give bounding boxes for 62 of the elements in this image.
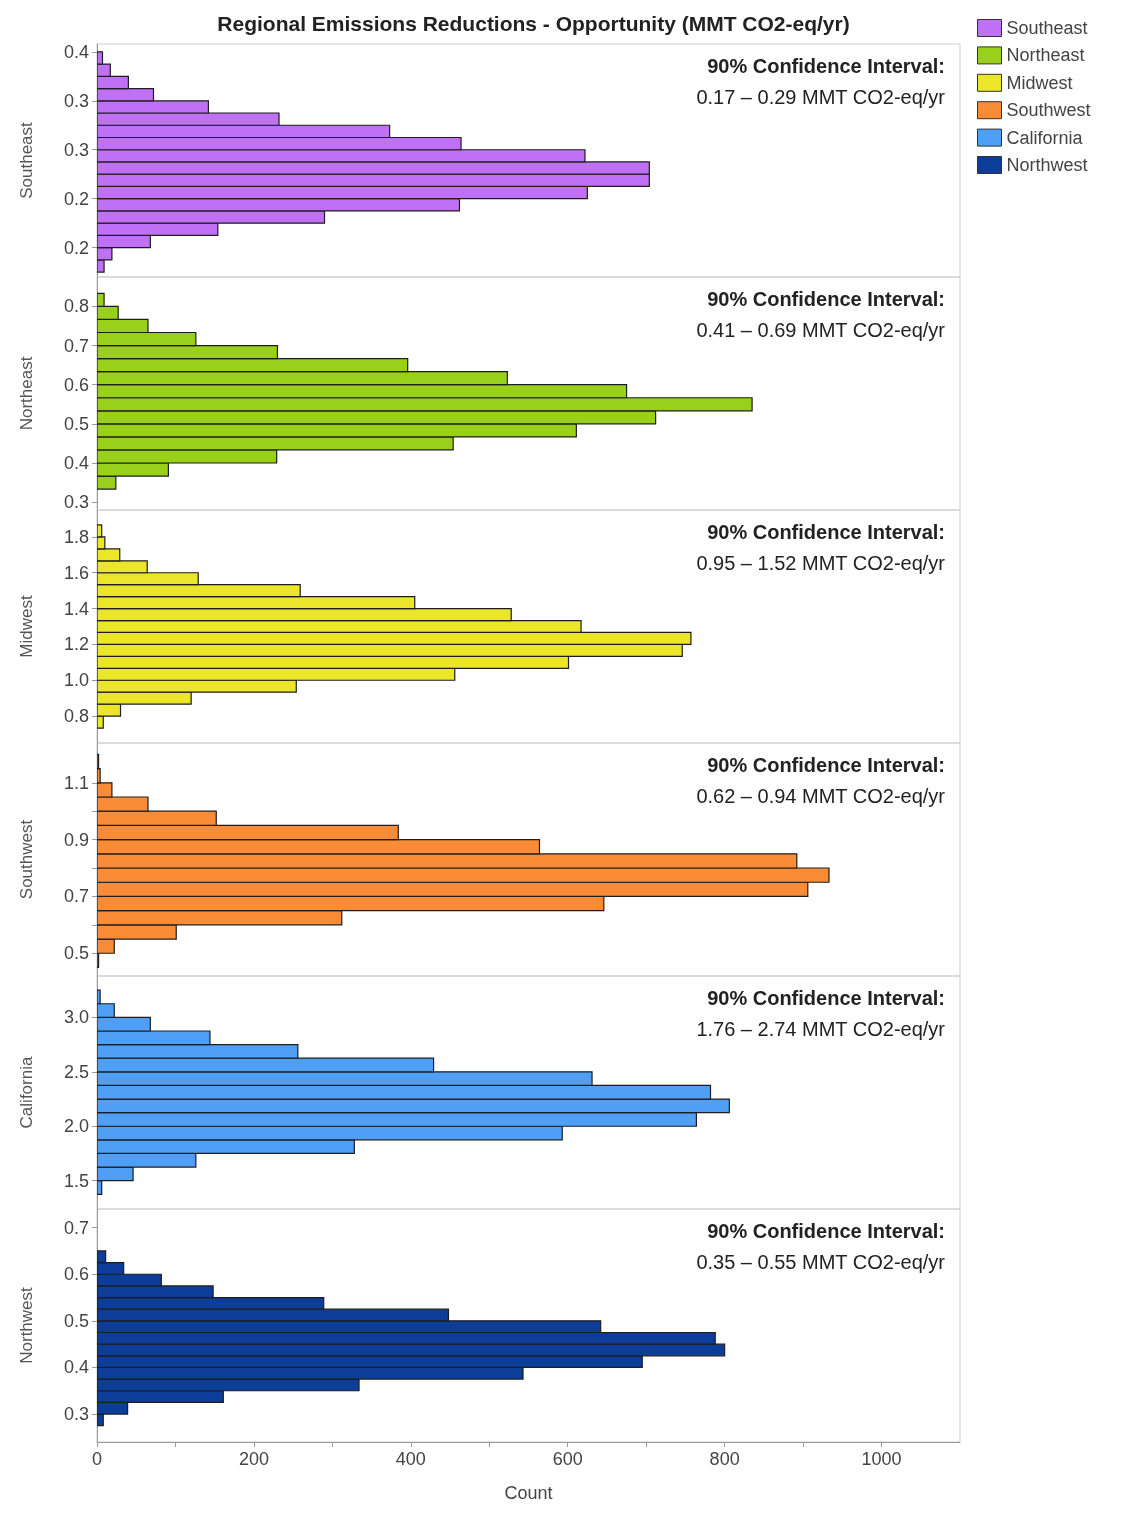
y-tick-label: 1.5: [63, 1170, 89, 1191]
annotation: 90% Confidence Interval:: [707, 521, 945, 543]
y-axis-title: Midwest: [17, 595, 36, 658]
y-axis-title: Southeast: [17, 121, 36, 199]
annotation: 90% Confidence Interval:: [707, 288, 945, 310]
y-tick-label: 0.7: [63, 886, 89, 907]
legend-label: Northeast: [1006, 45, 1085, 66]
annotation: 0.95 – 1.52 MMT CO2-eq/yr: [696, 552, 946, 574]
annotation: 0.35 – 0.55 MMT CO2-eq/yr: [696, 1251, 946, 1273]
annotation: 0.62 – 0.94 MMT CO2-eq/yr: [696, 785, 946, 807]
y-tick-label: 0.4: [63, 453, 89, 474]
y-tick-label: 0.8: [63, 296, 89, 317]
annotation: 0.41 – 0.69 MMT CO2-eq/yr: [696, 319, 946, 341]
annotation: 90% Confidence Interval:: [707, 754, 945, 776]
y-axis-title: Northwest: [17, 1286, 36, 1364]
x-tick-label: 400: [395, 1449, 426, 1469]
y-tick-label: 0.5: [63, 943, 89, 964]
y-tick-label: 0.6: [63, 374, 89, 395]
y-tick-label: 0.3: [63, 1404, 89, 1425]
y-tick-label: 2.5: [63, 1061, 89, 1082]
annotation: 90% Confidence Interval:: [707, 987, 945, 1009]
legend-label: Northwest: [1006, 155, 1088, 175]
x-axis-title: Count: [504, 1483, 553, 1503]
x-tick-label: 1000: [861, 1449, 902, 1469]
y-tick-label: 0.4: [63, 41, 89, 62]
y-tick-label: 0.5: [63, 413, 89, 434]
x-tick-label: 800: [709, 1449, 740, 1469]
annotation: 1.76 – 2.74 MMT CO2-eq/yr: [696, 1018, 946, 1040]
y-tick-label: 1.1: [63, 772, 89, 793]
y-tick-label: 0.3: [63, 492, 89, 513]
annotation: 0.17 – 0.29 MMT CO2-eq/yr: [696, 86, 946, 108]
y-axis-title: Southwest: [17, 819, 36, 900]
annotation: 90% Confidence Interval:: [707, 55, 945, 77]
y-tick-label: 0.4: [63, 1357, 89, 1378]
y-tick-label: 0.5: [63, 1310, 89, 1331]
y-tick-label: 1.0: [63, 670, 89, 691]
y-tick-label: 0.2: [63, 237, 89, 258]
x-tick-label: 200: [238, 1449, 269, 1469]
y-axis-title: California: [17, 1056, 36, 1129]
y-tick-label: 1.6: [63, 562, 89, 583]
y-tick-label: 0.3: [63, 139, 89, 160]
x-tick-label: 600: [552, 1449, 583, 1469]
y-tick-label: 0.9: [63, 829, 89, 850]
y-tick-label: 2.0: [63, 1116, 89, 1137]
y-tick-label: 3.0: [63, 1007, 89, 1028]
legend-label: Midwest: [1006, 72, 1073, 93]
legend-label: Southwest: [1006, 100, 1091, 121]
y-tick-label: 0.8: [63, 706, 89, 727]
legend-label: California: [1006, 127, 1084, 148]
y-tick-label: 0.7: [63, 335, 89, 356]
y-tick-label: 0.7: [63, 1217, 89, 1238]
y-tick-label: 0.6: [63, 1264, 89, 1285]
annotation: 90% Confidence Interval:: [707, 1220, 945, 1242]
y-tick-label: 1.2: [63, 634, 89, 655]
chart-title: Regional Emissions Reductions - Opportunity (MMT CO2-eq/yr): [217, 12, 850, 35]
legend-label: Southeast: [1006, 18, 1088, 38]
y-tick-label: 1.8: [63, 526, 89, 547]
y-tick-label: 1.4: [63, 598, 89, 619]
y-tick-label: 0.2: [63, 188, 89, 209]
y-axis-title: Northeast: [17, 356, 36, 431]
y-tick-label: 0.3: [63, 90, 89, 111]
x-tick-label: 0: [91, 1449, 103, 1469]
